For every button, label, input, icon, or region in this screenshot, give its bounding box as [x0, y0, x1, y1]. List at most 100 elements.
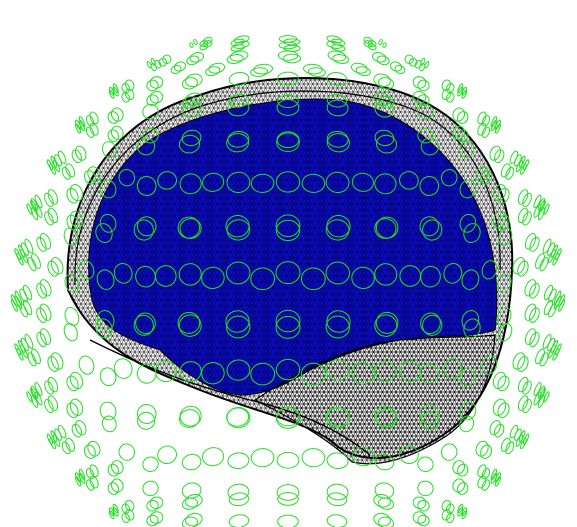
- sensor-coil: [34, 194, 43, 209]
- sensor-coil: [177, 216, 201, 239]
- sensor-coil: [509, 150, 519, 165]
- sensor-coil: [233, 35, 250, 44]
- sensor-coil: [124, 499, 135, 512]
- sensor-coil: [16, 348, 24, 361]
- sensor-coil: [54, 154, 62, 167]
- sensor-coil: [181, 516, 198, 527]
- sensor-coil: [481, 355, 498, 375]
- sensor-coil: [375, 311, 399, 334]
- sensor-coil: [533, 391, 542, 406]
- sensor-coil: [47, 207, 59, 224]
- sensor-coil: [137, 137, 156, 156]
- sensor-coil: [50, 352, 64, 370]
- sensor-coil: [99, 401, 117, 421]
- brain-cortex: [88, 98, 498, 396]
- sensor-coil: [226, 315, 251, 339]
- sensor-coil: [517, 260, 529, 277]
- sensor-coil: [332, 54, 350, 64]
- sensor-coil: [14, 290, 23, 305]
- sensor-coil: [326, 214, 351, 238]
- sensor-coil: [307, 67, 326, 77]
- sensor-coil: [498, 322, 513, 342]
- sensor-coil: [489, 420, 501, 436]
- sensor-coil: [66, 214, 79, 231]
- sensor-coil: [61, 441, 71, 455]
- sensor-coil: [75, 420, 87, 436]
- sensor-coil: [477, 122, 487, 136]
- sensor-coil: [146, 500, 159, 512]
- sensor-coil: [461, 510, 468, 520]
- sensor-coil: [83, 170, 96, 185]
- sensor-coil: [135, 312, 156, 335]
- sensor-coil: [85, 467, 95, 480]
- sensor-coil: [459, 401, 477, 421]
- sensor-coil: [203, 36, 213, 45]
- sensor-coil: [517, 395, 529, 411]
- sensor-coil: [65, 163, 76, 178]
- sensor-coil: [367, 40, 377, 47]
- sensor-coil: [326, 483, 349, 501]
- sensor-coil: [181, 129, 202, 147]
- sensor-coil: [326, 514, 348, 527]
- sensor-coil: [524, 303, 537, 321]
- sensor-coil: [498, 227, 513, 247]
- sensor-coil: [417, 103, 434, 120]
- sensor-coil: [481, 260, 498, 280]
- sensor-coil: [515, 159, 524, 173]
- sensor-coil: [517, 189, 529, 205]
- sensor-coil: [27, 352, 37, 367]
- sensor-coil: [233, 40, 250, 49]
- sensor-coil: [230, 38, 245, 47]
- sensor-coil: [228, 93, 250, 108]
- sensor-coil: [250, 362, 276, 386]
- sensor-coil: [66, 402, 79, 419]
- sensor-coil: [276, 132, 300, 152]
- sensor-coil: [178, 134, 201, 154]
- sensor-coil: [20, 337, 29, 352]
- sensor-coil: [399, 445, 419, 465]
- sensor-coil: [179, 218, 202, 239]
- sensor-coil: [535, 348, 545, 365]
- sensor-coil: [181, 77, 198, 90]
- sensor-coil: [537, 198, 546, 211]
- sensor-coil: [83, 444, 96, 459]
- sensor-coil: [108, 86, 115, 96]
- sensor-coil: [199, 43, 209, 51]
- sensor-coil: [149, 511, 164, 524]
- sensor-coil: [146, 514, 159, 527]
- sensor-coil: [136, 404, 157, 424]
- sensor-coil: [136, 176, 157, 196]
- sensor-coil: [351, 266, 375, 290]
- sensor-coil: [22, 299, 33, 316]
- sensor-coil: [110, 478, 124, 493]
- sensor-coil: [226, 261, 251, 285]
- sensor-coil: [492, 398, 507, 416]
- sensor-coil: [461, 89, 468, 99]
- sensor-coil: [112, 83, 119, 94]
- sensor-coil: [459, 179, 477, 199]
- sensor-coil: [205, 66, 221, 77]
- sensor-coil: [424, 61, 430, 69]
- sensor-coil: [394, 64, 406, 75]
- sensor-coil: [326, 99, 349, 117]
- sensor-coil: [500, 437, 511, 452]
- sensor-coil: [14, 343, 22, 356]
- sensor-coil: [529, 307, 540, 323]
- sensor-coil: [548, 303, 557, 318]
- sensor-coil: [505, 441, 515, 455]
- sensor-coil: [47, 260, 59, 277]
- sensor-coil: [457, 86, 464, 97]
- sensor-coil: [412, 496, 427, 510]
- sensor-coil: [517, 207, 529, 224]
- sensor-coil: [136, 363, 157, 384]
- sensor-coil: [480, 170, 493, 185]
- sensor-coil: [101, 415, 117, 433]
- sensor-coil: [181, 96, 198, 109]
- sensor-coil: [186, 55, 200, 66]
- sensor-coil: [509, 424, 519, 439]
- sensor-coil: [419, 176, 440, 196]
- sensor-coil: [459, 141, 475, 158]
- sensor-coil: [355, 66, 371, 77]
- sensor-coil: [110, 107, 124, 122]
- sensor-coil: [276, 484, 300, 501]
